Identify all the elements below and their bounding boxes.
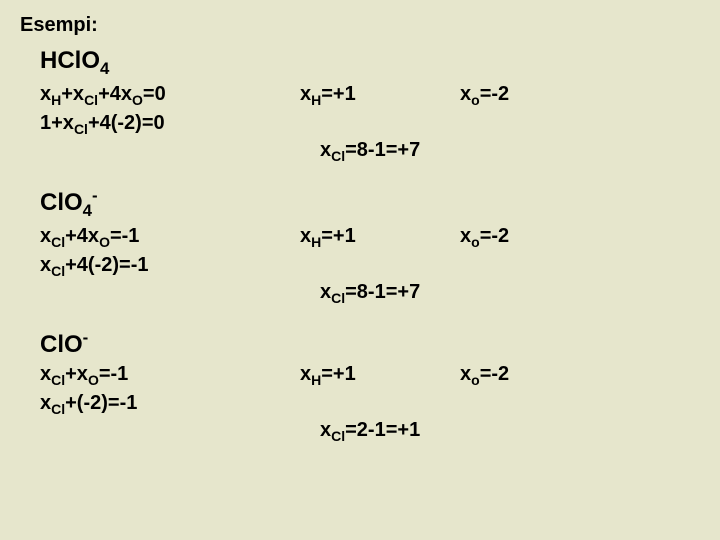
xo-value: xo=-2 bbox=[460, 83, 620, 108]
xo-value: xo=-2 bbox=[460, 225, 620, 250]
calc-row-1: xCl+xO=-1 xH=+1 xo=-2 bbox=[40, 363, 700, 388]
page: Esempi: HClO4 xH+xCl+4xO=0 xH=+1 xo=-2 1… bbox=[0, 0, 720, 480]
molecule-formula: ClO4- bbox=[40, 186, 700, 221]
xcl-result: xCl=8-1=+7 bbox=[320, 281, 700, 306]
calc-row-2: xCl+4(-2)=-1 bbox=[40, 254, 700, 279]
equation-setup: xCl+xO=-1 bbox=[40, 363, 300, 388]
calc-row-1: xCl+4xO=-1 xH=+1 xo=-2 bbox=[40, 225, 700, 250]
molecule-formula: ClO- bbox=[40, 328, 700, 359]
example-block-2: ClO4- xCl+4xO=-1 xH=+1 xo=-2 xCl+4(-2)=-… bbox=[20, 186, 700, 306]
xcl-result: xCl=2-1=+1 bbox=[320, 419, 700, 444]
xcl-result: xCl=8-1=+7 bbox=[320, 139, 700, 164]
molecule-formula: HClO4 bbox=[40, 47, 700, 79]
equation-sub: xCl+4(-2)=-1 bbox=[40, 254, 300, 279]
equation-setup: xH+xCl+4xO=0 bbox=[40, 83, 300, 108]
equation-setup: xCl+4xO=-1 bbox=[40, 225, 300, 250]
calc-row-2: xCl+(-2)=-1 bbox=[40, 392, 700, 417]
xo-value: xo=-2 bbox=[460, 363, 620, 388]
example-block-1: HClO4 xH+xCl+4xO=0 xH=+1 xo=-2 1+xCl+4(-… bbox=[20, 47, 700, 164]
equation-sub: xCl+(-2)=-1 bbox=[40, 392, 300, 417]
xh-value: xH=+1 bbox=[300, 225, 460, 250]
example-block-3: ClO- xCl+xO=-1 xH=+1 xo=-2 xCl+(-2)=-1 x… bbox=[20, 328, 700, 444]
calc-row-2: 1+xCl+4(-2)=0 bbox=[40, 112, 700, 137]
equation-sub: 1+xCl+4(-2)=0 bbox=[40, 112, 300, 137]
xh-value: xH=+1 bbox=[300, 83, 460, 108]
calc-row-1: xH+xCl+4xO=0 xH=+1 xo=-2 bbox=[40, 83, 700, 108]
page-title: Esempi: bbox=[20, 14, 700, 37]
xh-value: xH=+1 bbox=[300, 363, 460, 388]
